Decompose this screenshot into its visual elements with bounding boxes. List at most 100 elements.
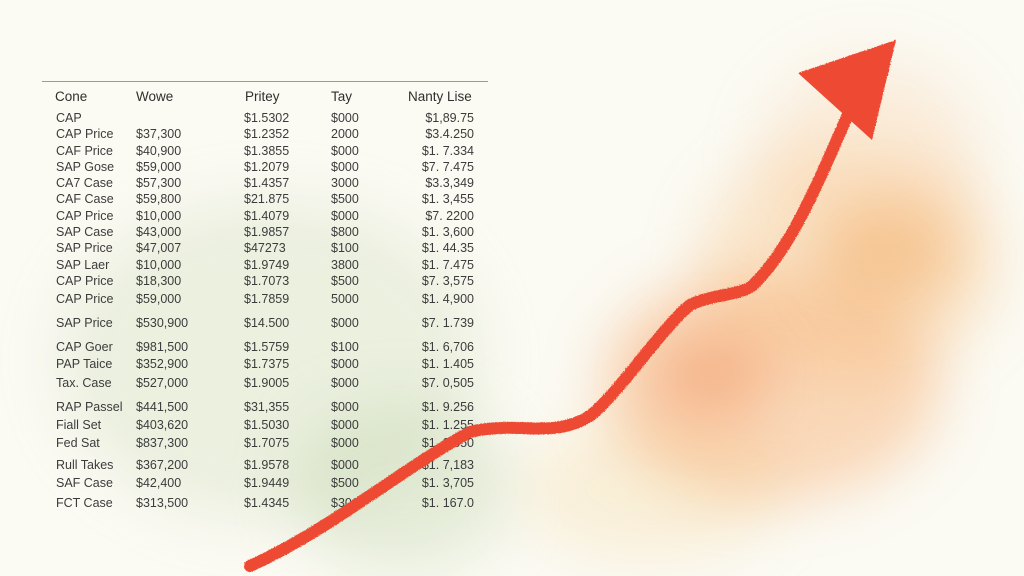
table-cell: Rull Takes (56, 458, 114, 472)
table-cell: $1.7859 (244, 292, 290, 306)
table-cell: SAP Price (56, 241, 113, 255)
table-cell: $47273 (244, 241, 286, 255)
table-cell: 5000 (331, 292, 359, 306)
table-cell: $1.7073 (244, 274, 290, 288)
table-cell: $1. 7.475 (421, 258, 474, 272)
table-cell: $403,620 (136, 418, 189, 432)
table-cell: $000 (331, 144, 359, 158)
arrow-head (798, 40, 896, 140)
table-cell: $1. 44.35 (421, 241, 474, 255)
table-cell: $000 (331, 400, 359, 414)
table-cell: $42,400 (136, 476, 182, 490)
table-cell: $7. 3,575 (421, 274, 474, 288)
table-cell: CAP Price (56, 292, 114, 306)
table-cell: $43,000 (136, 225, 182, 239)
table-cell: CAP Goer (56, 340, 113, 354)
table-cell: SAP Laer (56, 258, 110, 272)
table-cell: $59,000 (136, 292, 182, 306)
table-cell: $1. 7.334 (421, 144, 474, 158)
orange-watercolor-wash (600, 270, 940, 500)
table-cell: $1.5030 (244, 418, 290, 432)
table-cell: $500 (331, 476, 359, 490)
header-divider (42, 81, 488, 82)
table-cell: CAP (56, 111, 82, 125)
table-cell: $500 (331, 192, 359, 206)
table-cell: $000 (331, 209, 359, 223)
table-cell: CAP Price (56, 127, 114, 141)
table-cell: $1. 1.405 (421, 357, 474, 371)
table-cell: $313,500 (136, 496, 189, 510)
table-cell: $57,300 (136, 176, 182, 190)
table-cell: SAP Case (56, 225, 114, 239)
table-cell: SAF Case (56, 476, 113, 490)
table-cell: $1.5759 (244, 340, 290, 354)
column-header: Cone (55, 89, 88, 104)
table-cell: $100 (331, 241, 359, 255)
table-cell: $1.9857 (244, 225, 290, 239)
table-cell: $1. 6,706 (421, 340, 474, 354)
table-cell: $1.9578 (244, 458, 290, 472)
table-cell: $1. 167.0 (421, 496, 474, 510)
table-cell: $000 (331, 418, 359, 432)
table-cell: $1. 3,455 (421, 192, 474, 206)
table-cell: $1.3855 (244, 144, 290, 158)
table-cell: $1. 1.255 (421, 418, 474, 432)
table-cell: $000 (331, 376, 359, 390)
table-cell: $1.5302 (244, 111, 290, 125)
table-cell: 3800 (331, 258, 359, 272)
table-cell: $1.2079 (244, 160, 290, 174)
table-cell: $1.9005 (244, 376, 290, 390)
table-cell: CAP Price (56, 274, 114, 288)
table-cell: 3000 (331, 176, 359, 190)
table-cell: $3.4.250 (425, 127, 474, 141)
table-cell: $1.7075 (244, 436, 290, 450)
table-cell: $1. 7,183 (421, 458, 474, 472)
table-cell: $000 (331, 436, 359, 450)
table-cell: $000 (331, 458, 359, 472)
column-header: Nanty Lise (408, 89, 472, 104)
table-cell: $3.3,349 (425, 176, 474, 190)
table-cell: $1. 3,600 (421, 225, 474, 239)
table-cell: $10,000 (136, 209, 182, 223)
table-cell: Fiall Set (56, 418, 102, 432)
table-cell: $1.4345 (244, 496, 290, 510)
table-cell: $981,500 (136, 340, 189, 354)
table-cell: $40,900 (136, 144, 182, 158)
table-cell: $000 (331, 316, 359, 330)
table-cell: Tax. Case (56, 376, 112, 390)
table-cell: $1.9449 (244, 476, 290, 490)
table-cell: CAF Price (56, 144, 113, 158)
table-cell: $527,000 (136, 376, 189, 390)
table-cell: $000 (331, 357, 359, 371)
table-cell: FCT Case (56, 496, 113, 510)
table-cell: $59,800 (136, 192, 182, 206)
table-cell: $18,300 (136, 274, 182, 288)
column-header: Wowe (136, 89, 174, 104)
table-cell: $352,900 (136, 357, 189, 371)
table-cell: $1.7375 (244, 357, 290, 371)
table-cell: $000 (331, 160, 359, 174)
table-cell: $1,89.75 (425, 111, 474, 125)
orange-watercolor-wash (820, 200, 960, 310)
table-cell: $1.9749 (244, 258, 290, 272)
table-cell: $21.875 (244, 192, 290, 206)
cream-watercolor-wash (520, 420, 780, 560)
table-cell: $10,000 (136, 258, 182, 272)
orange-watercolor-wash (650, 330, 770, 420)
column-header: Tay (331, 89, 353, 104)
table-cell: $837,300 (136, 436, 189, 450)
table-cell: $1.4079 (244, 209, 290, 223)
trend-line (244, 104, 856, 572)
table-cell: 2000 (331, 127, 359, 141)
table-cell: $7. 7.475 (421, 160, 474, 174)
table-cell: $59,000 (136, 160, 182, 174)
table-cell: CA7 Case (56, 176, 113, 190)
table-cell: $1.4357 (244, 176, 290, 190)
table-cell: CAP Price (56, 209, 114, 223)
table-cell: $441,500 (136, 400, 189, 414)
table-cell: SAP Gose (56, 160, 115, 174)
table-cell: PAP Taice (56, 357, 113, 371)
table-cell: $000 (331, 111, 359, 125)
